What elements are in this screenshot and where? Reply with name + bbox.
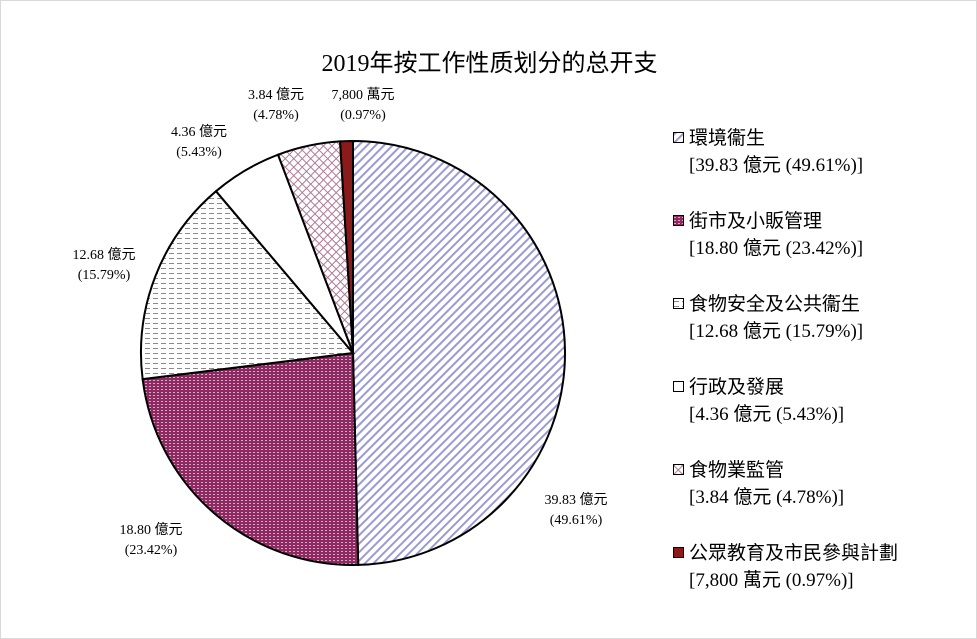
pie-slice-1 <box>141 351 360 566</box>
data-label-value: 4.36 億元 <box>171 125 227 140</box>
data-label-value: 7,800 萬元 <box>331 88 395 103</box>
legend-value: [4.36 億元 (5.43%)] <box>689 404 845 425</box>
legend-entry-0: 環境衞生 [39.83 億元 (49.61%)] <box>673 125 898 208</box>
legend-name: 食物業監管 <box>689 460 785 481</box>
data-label-percent: (4.78%) <box>253 108 299 123</box>
data-label-5: 7,800 萬元 (0.97%) <box>332 86 395 126</box>
legend-name: 街市及小販管理 <box>689 211 823 232</box>
legend-swatch <box>673 215 684 226</box>
data-label-percent: (5.43%) <box>176 145 222 160</box>
data-label-value: 12.68 億元 <box>72 248 136 263</box>
legend-value: [12.68 億元 (15.79%)] <box>689 321 864 342</box>
data-label-3: 4.36 億元 (5.43%) <box>171 123 227 163</box>
legend-swatch <box>673 132 684 143</box>
data-label-0: 39.83 億元 (49.61%) <box>545 491 608 531</box>
pie-slice-5 <box>339 139 354 354</box>
data-label-value: 3.84 億元 <box>248 88 304 103</box>
data-label-value: 39.83 億元 <box>544 493 608 508</box>
data-label-1: 18.80 億元 (23.42%) <box>120 521 183 561</box>
pie-slice-2 <box>140 189 355 381</box>
legend-value: [3.84 億元 (4.78%)] <box>689 487 845 508</box>
legend-name: 公眾教育及市民參與計劃 <box>689 543 899 564</box>
legend-swatch <box>673 547 684 558</box>
legend-entry-5: 公眾教育及市民參與計劃 [7,800 萬元 (0.97%)] <box>673 540 898 623</box>
data-label-percent: (23.42%) <box>124 543 178 558</box>
legend-entry-2: 食物安全及公共衞生 [12.68 億元 (15.79%)] <box>673 291 898 374</box>
legend-swatch <box>673 298 684 309</box>
legend-name: 食物安全及公共衞生 <box>689 294 861 315</box>
legend-name: 環境衞生 <box>689 128 766 149</box>
data-label-percent: (0.97%) <box>340 108 386 123</box>
legend-name: 行政及發展 <box>689 377 785 398</box>
chart-title: 2019年按工作性质划分的总开支 <box>321 51 658 77</box>
data-label-2: 12.68 億元 (15.79%) <box>73 246 136 286</box>
legend-entry-4: 食物業監管 [3.84 億元 (4.78%)] <box>673 457 898 540</box>
data-label-4: 3.84 億元 (4.78%) <box>248 86 304 126</box>
data-label-value: 18.80 億元 <box>119 523 183 538</box>
pie-slice-0 <box>352 139 566 566</box>
legend-value: [39.83 億元 (49.61%)] <box>689 155 864 176</box>
legend-entry-1: 街市及小販管理 [18.80 億元 (23.42%)] <box>673 208 898 291</box>
legend-swatch <box>673 381 684 392</box>
data-label-percent: (49.61%) <box>549 513 603 528</box>
legend-value: [7,800 萬元 (0.97%)] <box>689 570 854 591</box>
legend-entry-3: 行政及發展 [4.36 億元 (5.43%)] <box>673 374 898 457</box>
legend-swatch <box>673 464 684 475</box>
legend-value: [18.80 億元 (23.42%)] <box>689 238 864 259</box>
data-label-percent: (15.79%) <box>77 268 131 283</box>
legend: 環境衞生 [39.83 億元 (49.61%)] 街市及小販管理 [18.80 億元 … <box>673 125 898 623</box>
